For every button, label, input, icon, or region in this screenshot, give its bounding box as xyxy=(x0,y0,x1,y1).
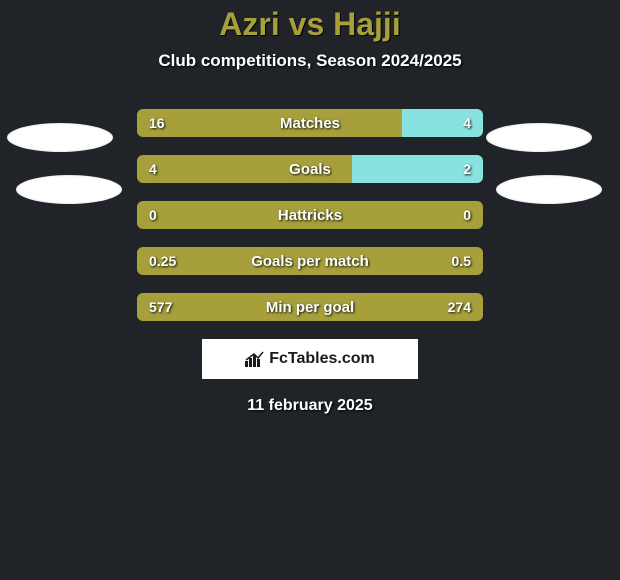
brand-text: FcTables.com xyxy=(269,350,375,368)
player2-avatar-placeholder xyxy=(496,175,602,204)
page-title: Azri vs Hajji xyxy=(0,6,620,43)
player1-bar-segment xyxy=(137,201,483,229)
stat-row: 0.250.5Goals per match xyxy=(137,247,483,275)
player2-bar-segment xyxy=(402,109,483,137)
brand-badge: FcTables.com xyxy=(202,339,418,379)
subtitle: Club competitions, Season 2024/2025 xyxy=(0,51,620,71)
player1-bar-segment xyxy=(137,155,352,183)
stat-row: 42Goals xyxy=(137,155,483,183)
player2-avatar-placeholder xyxy=(486,123,592,152)
player1-bar-segment xyxy=(137,109,402,137)
stat-row: 577274Min per goal xyxy=(137,293,483,321)
bar-chart-icon xyxy=(245,351,265,367)
player1-bar-segment xyxy=(137,247,483,275)
player1-avatar-placeholder xyxy=(7,123,113,152)
stat-row: 00Hattricks xyxy=(137,201,483,229)
player1-avatar-placeholder xyxy=(16,175,122,204)
player2-bar-segment xyxy=(352,155,483,183)
date-text: 11 february 2025 xyxy=(0,397,620,415)
comparison-card: Azri vs Hajji Club competitions, Season … xyxy=(0,0,620,580)
player1-bar-segment xyxy=(137,293,483,321)
stat-row: 164Matches xyxy=(137,109,483,137)
